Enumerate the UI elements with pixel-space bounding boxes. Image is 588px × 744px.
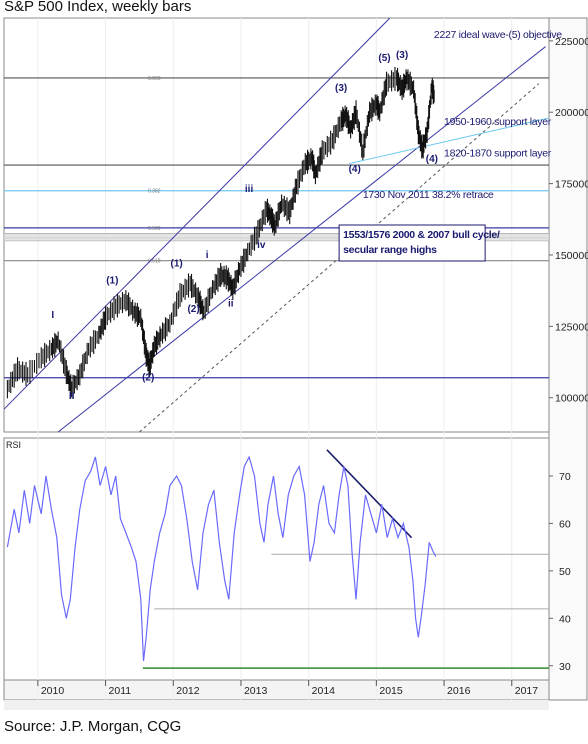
rsi-panel-label: RSI bbox=[6, 440, 21, 450]
note-line: 1553/1576 2000 & 2007 bull cycle/ bbox=[343, 229, 500, 241]
price-series bbox=[6, 66, 435, 399]
wave-label: iv bbox=[257, 240, 266, 251]
channel-line bbox=[4, 18, 391, 410]
wave-label: (1) bbox=[171, 258, 183, 269]
rsi-tick-label: 50 bbox=[559, 566, 571, 578]
y-axis-strip bbox=[548, 17, 588, 701]
price-tick-label: 100000 bbox=[555, 393, 588, 405]
channel-line bbox=[57, 46, 546, 432]
wave-label: (4) bbox=[349, 164, 361, 175]
rsi-series bbox=[6, 455, 437, 662]
panel-gap bbox=[4, 433, 549, 437]
rsi-panel-frame bbox=[3, 437, 550, 681]
wave-label: i bbox=[206, 250, 209, 261]
price-tick-label: 150000 bbox=[555, 250, 588, 262]
note-box bbox=[338, 224, 486, 262]
wave-label: (1) bbox=[106, 276, 118, 287]
note-line: secular range highs bbox=[343, 244, 437, 256]
x-tick-label: 2015 bbox=[379, 685, 403, 697]
level-tag: 0.618 bbox=[148, 259, 161, 265]
channel-line bbox=[349, 117, 549, 165]
chart-frame bbox=[3, 17, 588, 710]
x-tick-label: 2016 bbox=[447, 685, 471, 697]
wave-label: II bbox=[69, 391, 75, 402]
rsi-line bbox=[6, 455, 437, 662]
wave-label: (4) bbox=[426, 154, 438, 165]
rsi-trend-line bbox=[326, 449, 413, 539]
wave-label: (3) bbox=[396, 50, 408, 61]
rsi-tick-label: 60 bbox=[559, 518, 571, 530]
rsi-tick-label: 40 bbox=[559, 613, 571, 625]
axis-labels: 225000 200000 175000 150000 125000 100000 RSI 7… bbox=[6, 36, 588, 697]
wave-label: iii bbox=[245, 184, 254, 195]
wave-label: (2) bbox=[187, 304, 199, 315]
price-tick-label: 125000 bbox=[555, 321, 588, 333]
price-annotations: 2227 ideal wave-(5) objective 1950-1960 s… bbox=[51, 29, 562, 402]
price-tick-label: 200000 bbox=[555, 107, 588, 119]
wave-label: ii bbox=[228, 298, 234, 309]
annotation-text: 1950-1960 support layer bbox=[444, 116, 552, 128]
level-tag: 0.382 bbox=[148, 189, 161, 195]
x-tick-label: 2013 bbox=[244, 685, 268, 697]
x-tick-label: 2012 bbox=[176, 685, 200, 697]
secular-band bbox=[4, 233, 549, 241]
x-tick-label: 2010 bbox=[41, 685, 65, 697]
footer-strip bbox=[4, 700, 549, 710]
x-tick-label: 2017 bbox=[515, 685, 539, 697]
x-tick-label: 2014 bbox=[312, 685, 336, 697]
price-tick-label: 175000 bbox=[555, 179, 588, 191]
source-note: Source: J.P. Morgan, CQG bbox=[4, 718, 182, 735]
rsi-tick-label: 30 bbox=[559, 661, 571, 673]
wave-label: (2) bbox=[142, 373, 154, 384]
x-tick-label: 2011 bbox=[109, 685, 132, 697]
rsi-reference-lines bbox=[142, 449, 549, 669]
level-tag: 0.500 bbox=[148, 226, 161, 232]
chart-title: S&P 500 Index, weekly bars bbox=[4, 0, 192, 15]
price-tick-label: 225000 bbox=[555, 36, 588, 48]
wave-label: I bbox=[51, 310, 54, 321]
rsi-tick-label: 70 bbox=[559, 471, 571, 483]
level-tag: 0.000 bbox=[148, 76, 161, 82]
annotation-text: 2227 ideal wave-(5) objective bbox=[434, 29, 562, 41]
wave-label: (5) bbox=[378, 53, 390, 64]
wave-label: (3) bbox=[335, 83, 347, 94]
annotation-text: 1730 Nov 2011 38.2% retrace bbox=[363, 189, 494, 201]
annotation-text: 1820-1870 support layer bbox=[444, 147, 552, 159]
